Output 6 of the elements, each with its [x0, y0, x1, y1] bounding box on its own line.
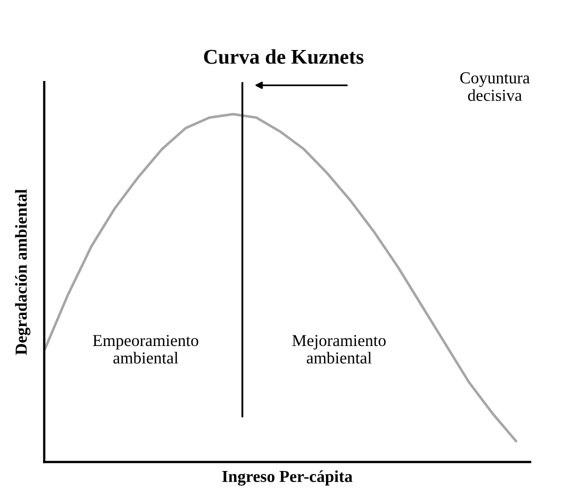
text: Coyuntura decisiva — [460, 72, 530, 101]
chart-title: Curva de Kuznets — [204, 49, 364, 64]
y-axis-title: Degradación ambiental — [15, 189, 30, 355]
x-axis-title: Ingreso Per-cápita — [222, 470, 352, 486]
annotation: Empeoramiento ambiental — [92, 334, 198, 364]
annotation: Mejoramiento ambiental — [292, 334, 386, 364]
